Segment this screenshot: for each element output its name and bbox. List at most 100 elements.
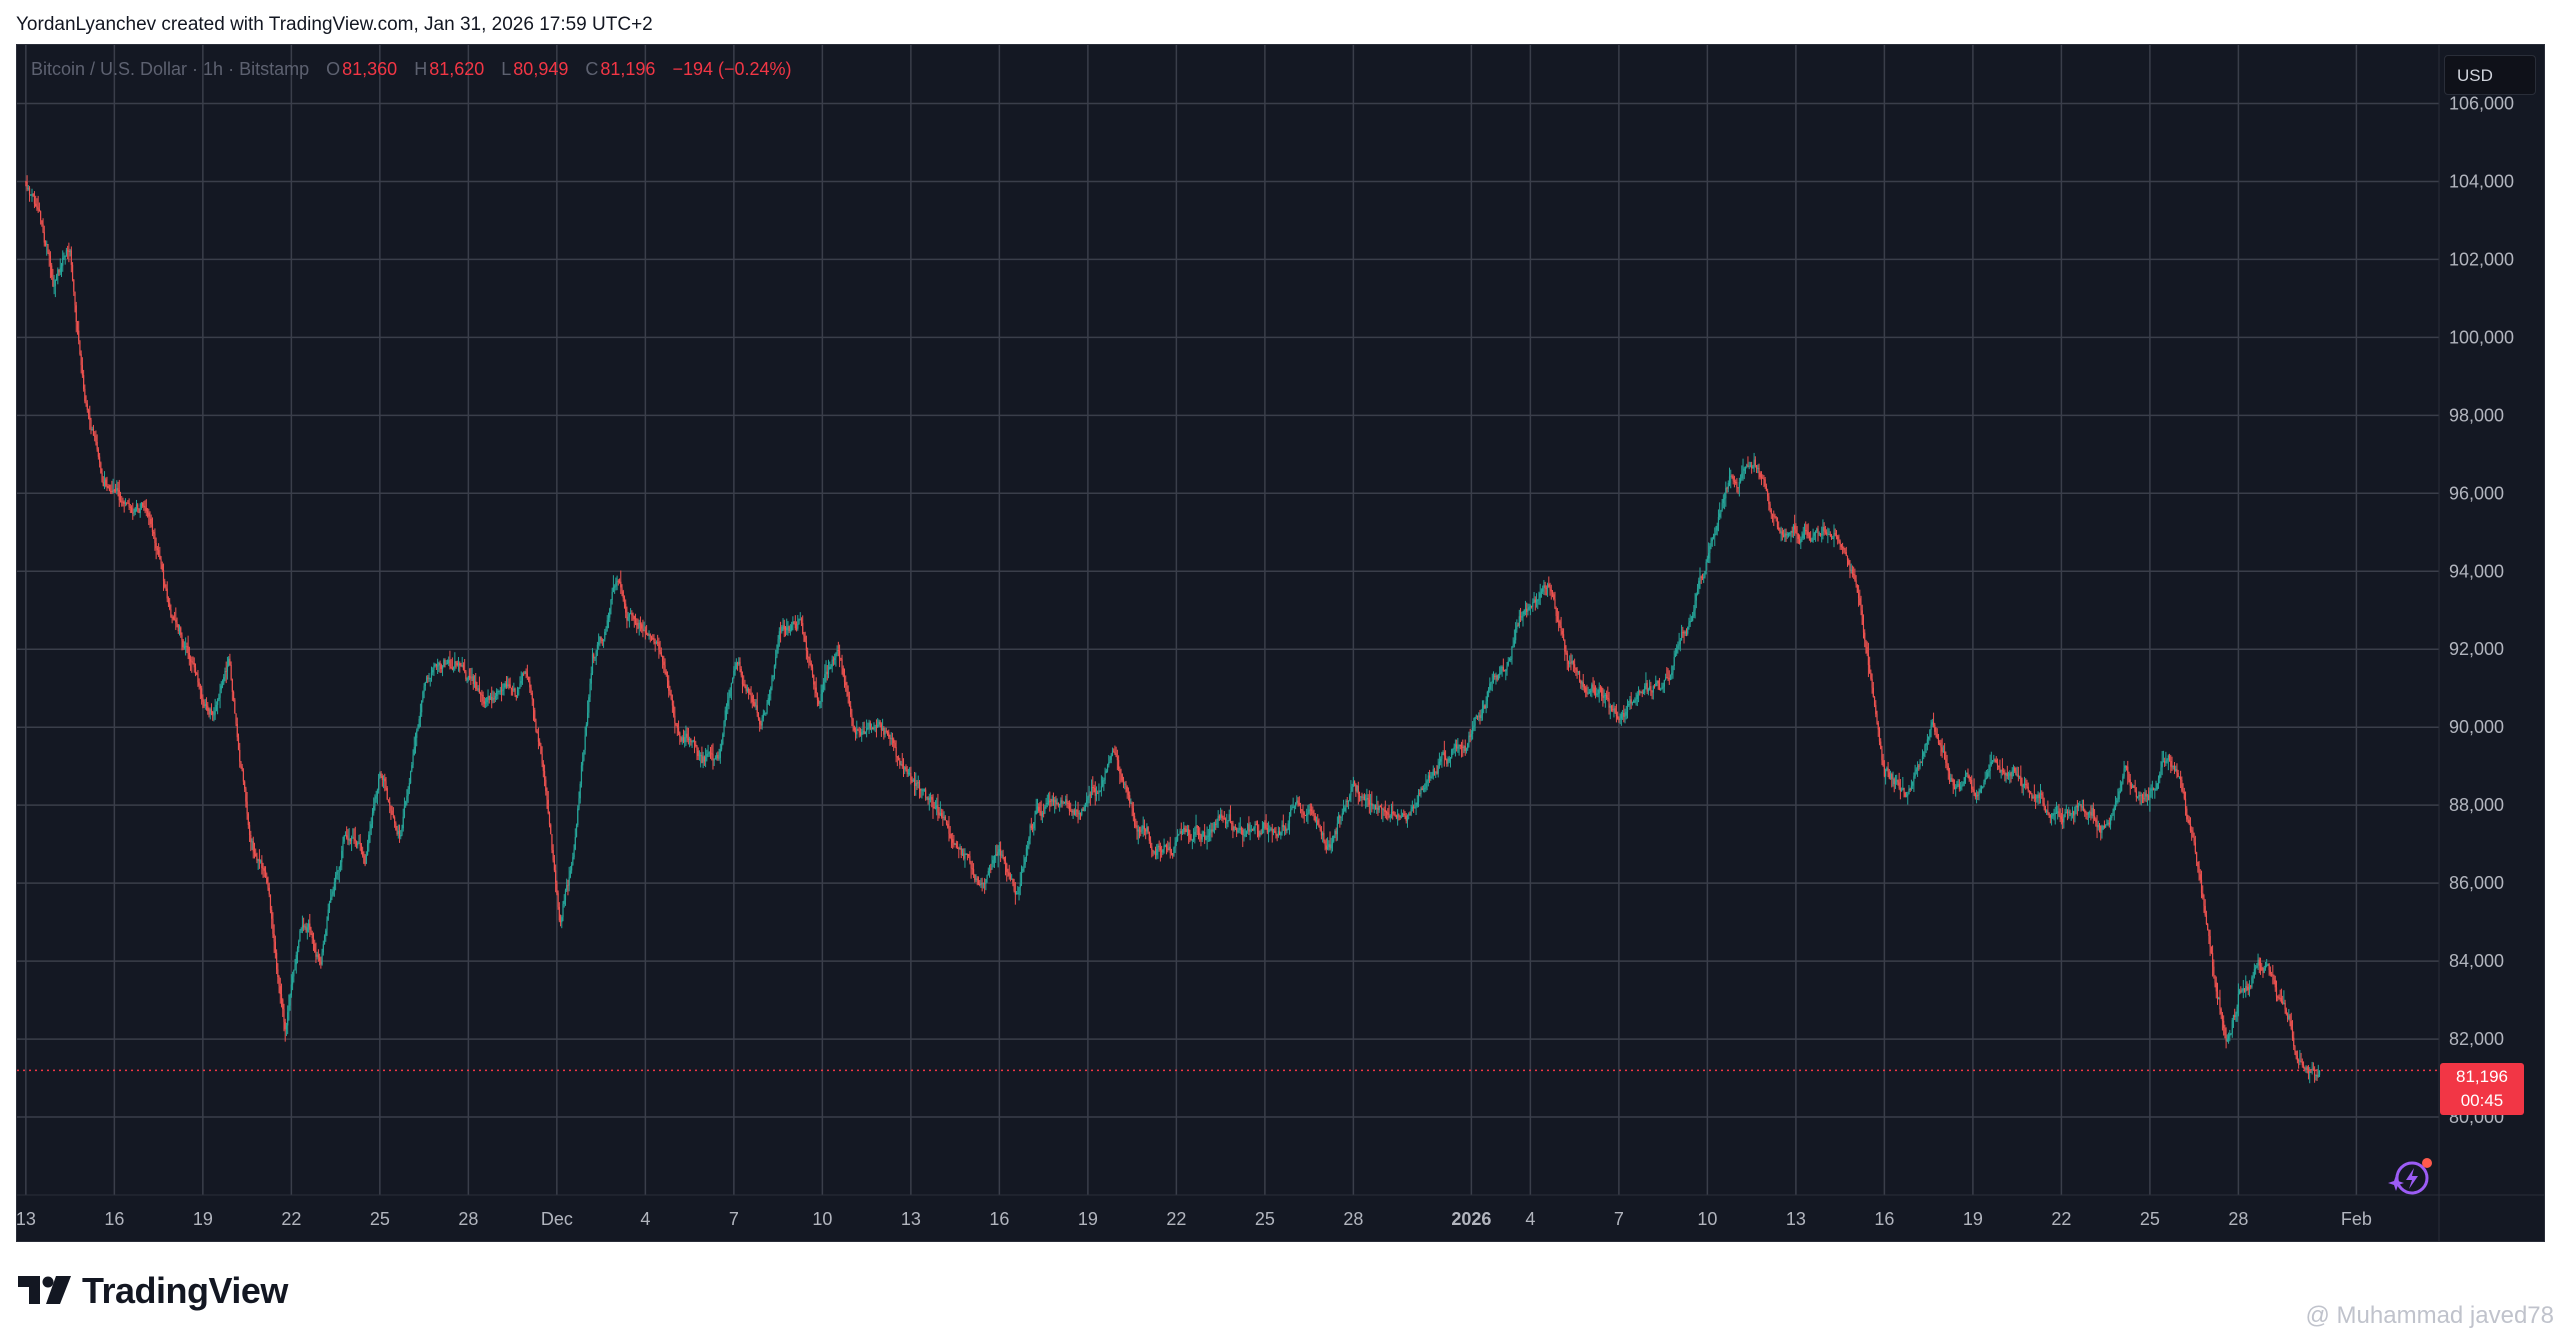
candle-down	[840, 657, 842, 661]
candle-down	[1276, 833, 1278, 842]
candle-down	[1796, 526, 1798, 544]
candle-down	[1592, 677, 1594, 693]
candle-down	[1115, 746, 1117, 758]
price-tick-label: 92,000	[2449, 639, 2504, 659]
candle-down	[1282, 814, 1284, 831]
candle-down	[262, 862, 264, 878]
candle-down	[84, 384, 86, 404]
candle-down	[536, 729, 538, 734]
candle-up	[1340, 816, 1342, 825]
candle-up	[767, 694, 769, 705]
time-axis[interactable]: 13 16 19 22 25 28 Dec 4 7 10 13 16 19 22 25 28 2026 4 7 10 1…	[17, 1209, 2372, 1229]
candle-up	[1420, 786, 1422, 798]
candle-down	[976, 876, 978, 886]
candle-up	[1065, 795, 1067, 806]
candle-down	[2073, 810, 2075, 825]
candle-down	[1994, 758, 1996, 763]
candle-down	[2291, 1020, 2294, 1041]
candle-down	[932, 794, 934, 819]
candle-up	[1296, 795, 1298, 805]
candle-down	[1731, 474, 1733, 479]
tradingview-brand[interactable]: TradingView	[18, 1270, 288, 1312]
time-tick-label: 19	[1963, 1209, 1983, 1229]
candle-down	[129, 503, 131, 514]
candle-up	[2109, 814, 2112, 830]
candlestick-chart[interactable]: 80,00082,00084,00086,00088,00090,00092,0…	[17, 45, 2544, 1241]
symbol-name[interactable]: Bitcoin / U.S. Dollar · 1h · Bitstamp	[31, 59, 310, 79]
candle-down	[1936, 728, 1938, 740]
candle-down	[482, 691, 484, 708]
chart-panel[interactable]: 80,000 82,000 84,000 86,000 88,000 90,000 92,0…	[16, 44, 2545, 1242]
candle-up	[1698, 577, 1700, 595]
candle-down	[1519, 607, 1522, 623]
candle-down	[248, 821, 251, 842]
candle-up	[591, 648, 594, 676]
candle-down	[1031, 823, 1034, 833]
candle-up	[487, 689, 489, 706]
candle-up	[1689, 614, 1691, 628]
candle-down	[1232, 820, 1234, 839]
candle-down	[1167, 840, 1169, 853]
candle-down	[2128, 771, 2130, 783]
candle-up	[1676, 644, 1678, 656]
candle-down	[207, 701, 209, 715]
lightning-assistant-icon[interactable]	[2386, 1153, 2436, 1203]
candle-down	[1806, 524, 1808, 539]
candle-up	[776, 644, 778, 659]
candle-down	[177, 624, 179, 634]
candle-down	[35, 195, 37, 207]
candle-up	[595, 649, 597, 665]
candle-down	[2080, 804, 2082, 812]
candle-up	[571, 861, 573, 874]
candle-up	[400, 829, 402, 840]
candle-down	[173, 611, 176, 621]
candle-down	[851, 708, 853, 727]
currency-selector[interactable]: USD	[2444, 55, 2536, 95]
candle-up	[1803, 523, 1806, 540]
candle-up	[1156, 844, 1158, 860]
candle-down	[1560, 616, 1562, 636]
candle-down	[491, 686, 493, 709]
candle-down	[1861, 604, 1863, 625]
candle-up	[1921, 749, 1924, 767]
candle-down	[1570, 653, 1572, 671]
candle-down	[1297, 797, 1299, 807]
candle-up	[577, 805, 579, 828]
candle-down	[1188, 825, 1190, 844]
candle-down	[2200, 870, 2203, 899]
candle-up	[1705, 559, 1707, 575]
candle-up	[1538, 591, 1540, 605]
candle-up	[681, 735, 683, 745]
candle-up	[2160, 761, 2162, 778]
candle-down	[121, 495, 123, 507]
candle-down	[1094, 781, 1096, 806]
candle-down	[660, 647, 662, 657]
candle-down	[703, 755, 705, 766]
candle-down	[1683, 630, 1685, 644]
candle-up	[1280, 831, 1282, 840]
candle-down	[942, 809, 944, 826]
candle-down	[1903, 787, 1905, 798]
time-tick-label: 10	[1697, 1209, 1717, 1229]
candle-up	[2070, 812, 2072, 821]
candle-down	[1131, 801, 1133, 817]
candle-down	[102, 476, 104, 487]
candle-up	[412, 749, 414, 769]
candle-up	[1103, 777, 1105, 792]
candle-up	[1792, 523, 1795, 539]
candle-up	[1331, 835, 1334, 852]
price-axis[interactable]: 80,00082,00084,00086,00088,00090,00092,0…	[2449, 93, 2514, 1127]
candle-up	[1174, 837, 1176, 854]
candle-down	[535, 718, 537, 733]
candle-down	[1223, 811, 1225, 820]
candle-down	[317, 949, 319, 962]
candle-down	[1947, 763, 1949, 780]
candle-down	[73, 278, 75, 296]
candle-up	[792, 616, 794, 631]
candle-down	[390, 805, 392, 820]
candle-up	[771, 674, 773, 691]
candle-down	[802, 615, 804, 635]
candle-down	[1872, 681, 1874, 698]
candle-up	[1959, 781, 1962, 792]
